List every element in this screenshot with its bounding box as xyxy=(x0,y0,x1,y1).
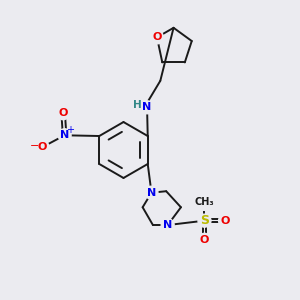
Text: H: H xyxy=(133,100,142,110)
Circle shape xyxy=(141,101,154,114)
Circle shape xyxy=(219,214,232,227)
Circle shape xyxy=(57,107,70,120)
Text: CH₃: CH₃ xyxy=(195,196,214,206)
Text: +: + xyxy=(67,125,74,135)
Circle shape xyxy=(161,219,174,232)
Text: O: O xyxy=(152,32,162,42)
Text: O: O xyxy=(58,108,68,118)
Circle shape xyxy=(196,193,213,210)
Circle shape xyxy=(198,233,211,246)
Circle shape xyxy=(36,141,49,154)
Text: N: N xyxy=(147,188,156,198)
Text: O: O xyxy=(220,216,230,226)
Circle shape xyxy=(145,186,158,199)
Text: N: N xyxy=(142,102,152,112)
Circle shape xyxy=(198,214,211,227)
Text: O: O xyxy=(200,235,209,245)
Text: −: − xyxy=(30,142,39,152)
Text: S: S xyxy=(200,214,209,227)
Circle shape xyxy=(151,31,164,44)
Circle shape xyxy=(58,129,71,142)
Text: O: O xyxy=(38,142,47,152)
Text: N: N xyxy=(163,220,172,230)
Text: N: N xyxy=(60,130,69,140)
